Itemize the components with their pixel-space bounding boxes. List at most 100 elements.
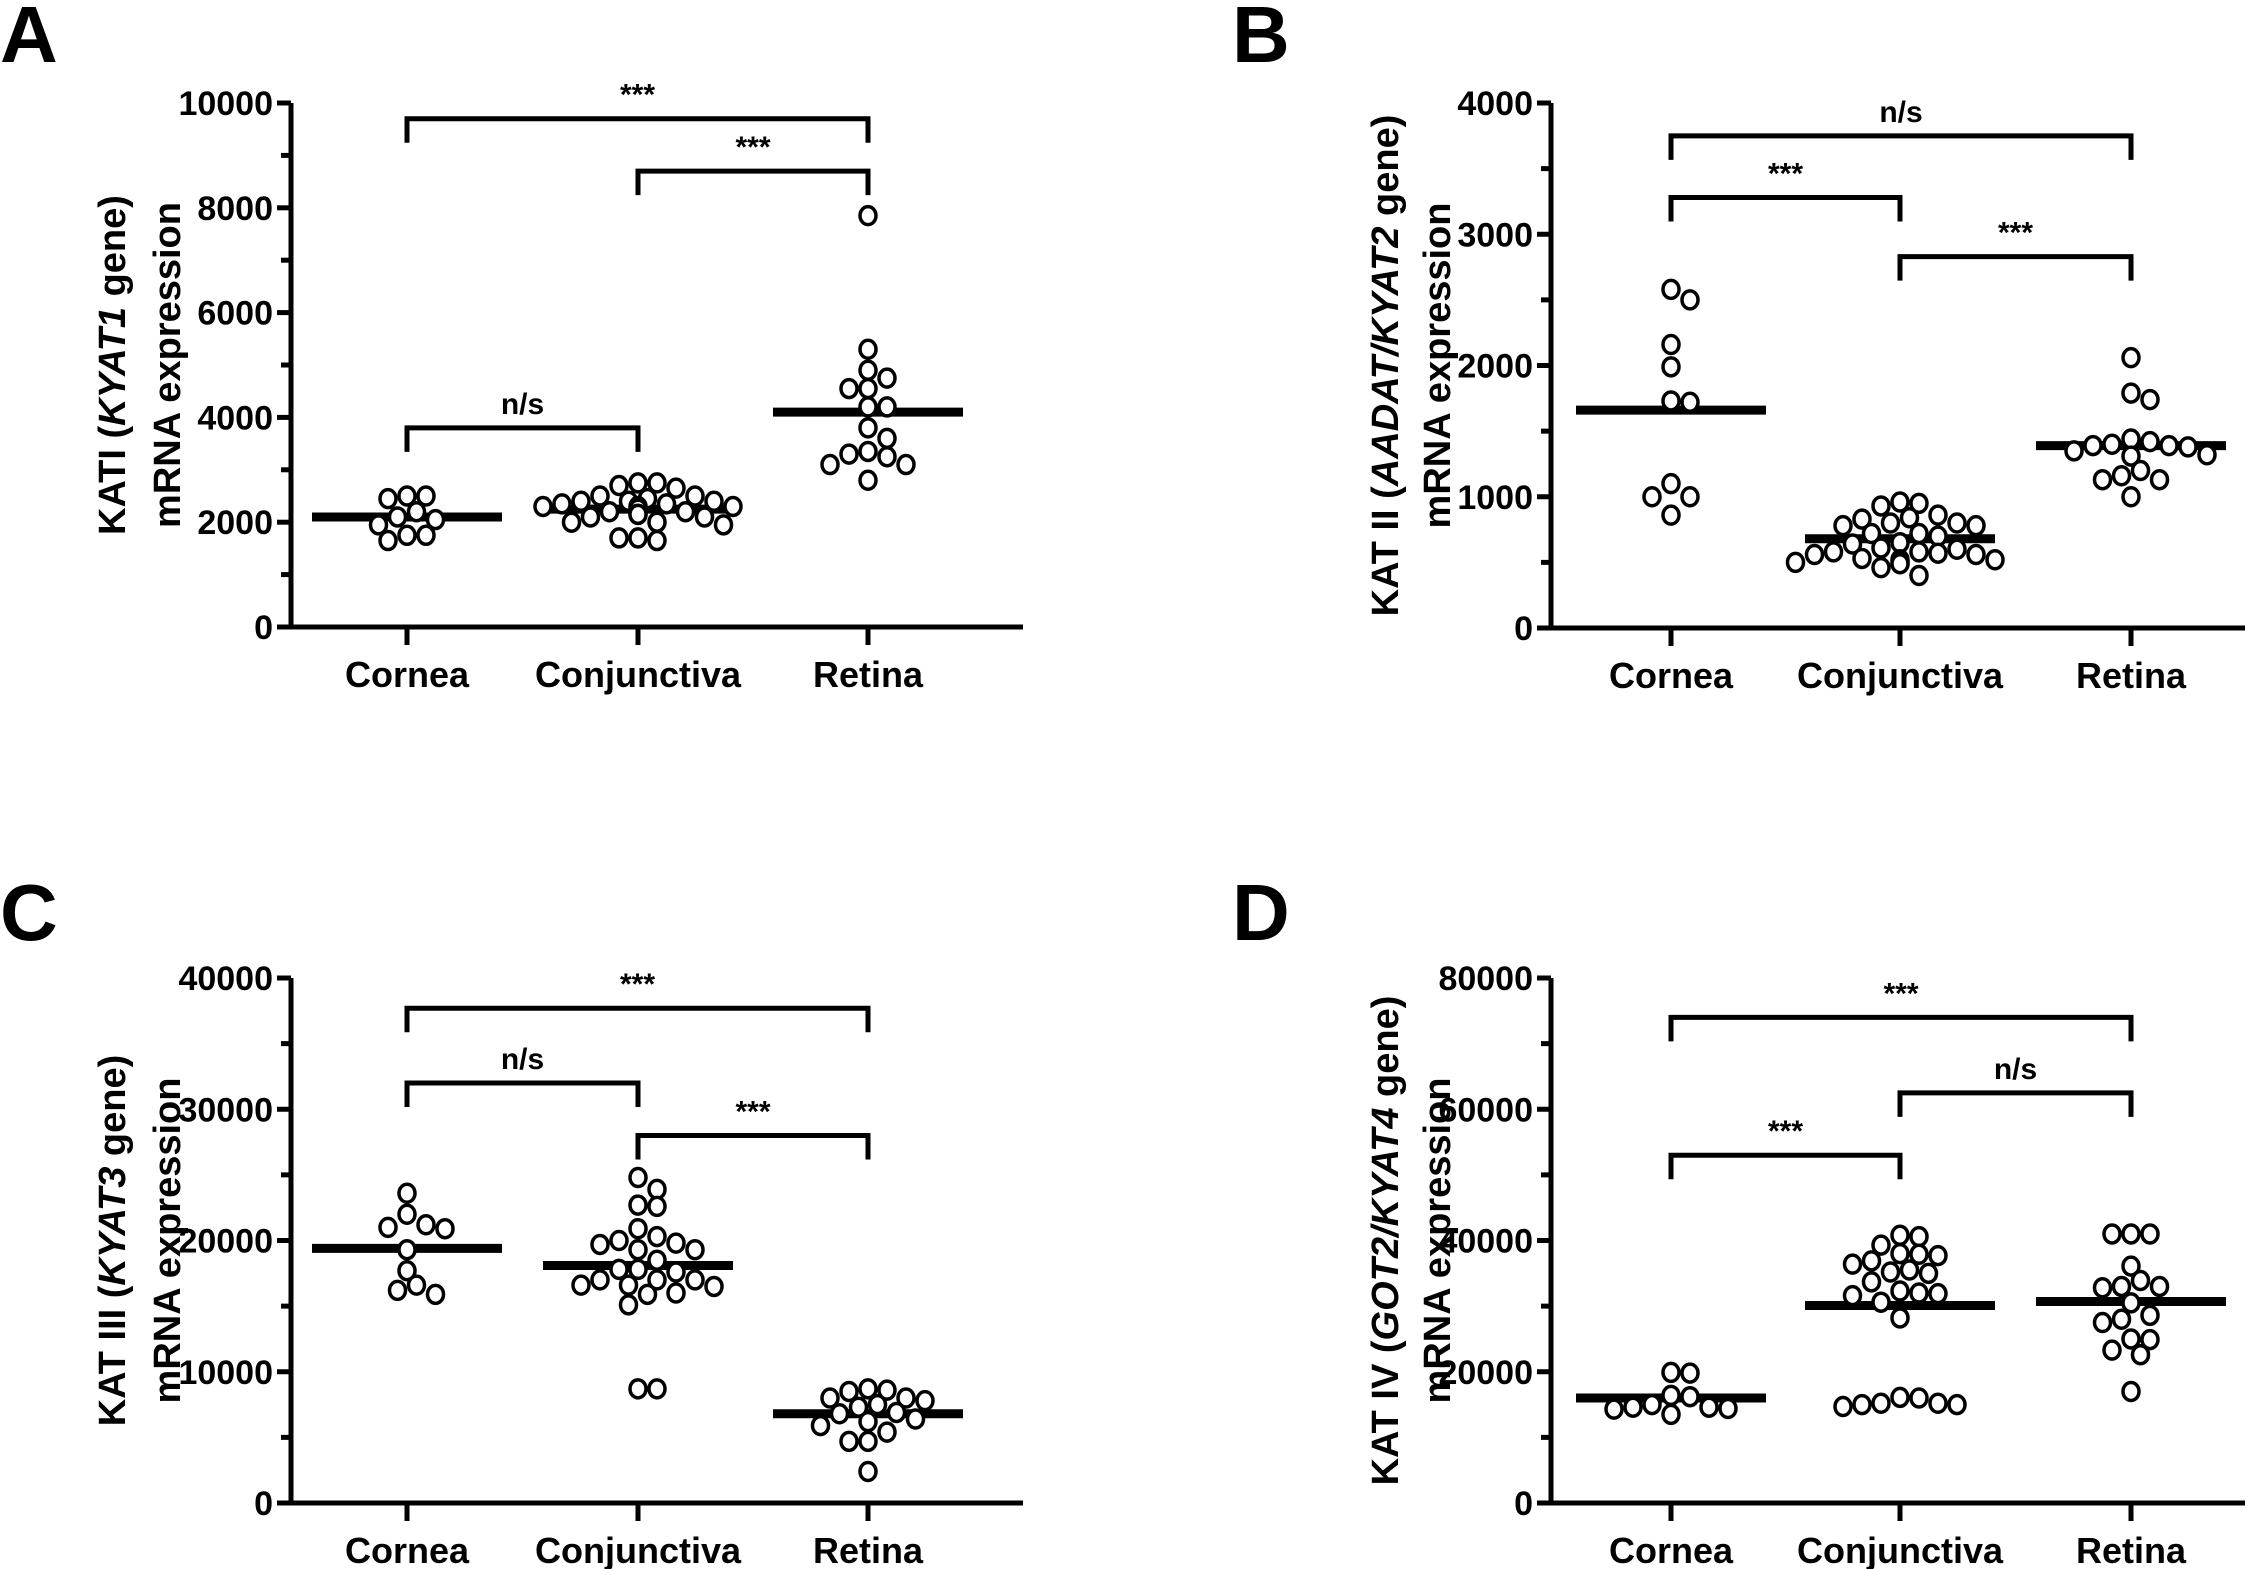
bracket-line [1668,1152,1903,1180]
data-point [2140,1223,2160,1245]
data-point [1699,1396,1719,1418]
data-point [2102,1339,2122,1361]
y-tick-label: 2000 [197,504,273,542]
data-point [609,527,629,549]
significance-bracket: *** [1897,217,2134,281]
data-point [647,1249,667,1271]
data-point [1909,541,1929,563]
series-retina [773,204,963,492]
data-point [647,1195,667,1218]
data-point [2092,1277,2113,1299]
series-conjunctiva [543,1166,733,1400]
x-tick-label: Cornea [1609,1530,1734,1569]
data-point [387,506,408,528]
data-point [2102,433,2122,455]
data-point [1604,1398,1624,1420]
data-point [1642,486,1662,508]
significance-label: *** [1768,1115,1803,1148]
data-point [571,490,591,512]
significance-bracket: *** [635,131,871,196]
data-point [1661,356,1681,378]
data-point [1661,472,1681,495]
data-point [1861,522,1882,545]
significance-bracket: *** [635,1096,871,1160]
data-point [1661,1403,1681,1426]
x-tick-label: Retina [2076,1530,2187,1569]
y-axis-label: KATI (KYAT1 gene) [92,195,134,535]
data-point [2149,468,2170,491]
data-point [1928,542,1948,564]
y-tick-label: 4000 [197,399,273,437]
data-point [1909,1243,1929,1266]
data-point [647,1269,667,1291]
data-point [1928,525,1948,547]
significance-bracket: n/s [404,1043,641,1107]
significance-bracket: *** [1668,977,2134,1042]
data-point [858,1430,878,1453]
data-point [628,503,648,526]
data-point [637,1283,658,1306]
y-tick-label: 0 [1514,610,1533,648]
data-point [675,500,696,523]
data-point [628,1166,648,1189]
data-point [1909,492,1929,515]
data-point [1899,507,1920,529]
data-point [425,1283,446,1306]
data-point [397,1259,417,1282]
data-point [839,1430,859,1453]
data-point [896,1387,916,1409]
bracket-line [404,116,871,143]
x-tick-label: Cornea [1609,655,1734,696]
data-point [877,1421,897,1443]
data-point [2121,1292,2141,1314]
data-point [2121,428,2141,450]
data-point [618,1294,639,1316]
data-point [1871,537,1891,559]
y-tick-label: 1000 [1457,479,1533,517]
y-tick-label: 3000 [1457,216,1533,254]
data-point [2121,1255,2141,1277]
data-point [1928,1282,1948,1305]
y-axis-label-part: gene) [92,1055,134,1167]
data-point [858,1410,878,1433]
series-conjunctiva [1785,491,2005,587]
data-point [1833,1395,1853,1418]
data-point [628,1238,648,1261]
data-point [397,485,417,507]
x-tick-label: Retina [813,654,924,695]
data-point [858,396,878,418]
data-point [905,1408,926,1430]
bracket-line [1668,133,2134,160]
data-point [378,1216,398,1239]
data-point [1852,547,1872,570]
data-point [628,527,648,549]
bracket-line [1668,195,1903,222]
y-axis-label: KAT IV (GOT2/KYAT4 gene) [1365,996,1407,1486]
data-point [1928,1392,1948,1414]
series-conjunctiva [1805,1224,1995,1418]
data-point [1852,1393,1872,1416]
data-point [820,1387,840,1409]
data-point [2111,1308,2132,1330]
x-tick-label: Cornea [345,1530,470,1569]
data-point [1890,1386,1910,1409]
data-point [685,1269,705,1291]
y-tick-label: 40000 [178,960,273,998]
bracket-line [635,1133,871,1160]
series-retina [2036,1223,2226,1403]
data-point [1947,512,1967,534]
y-axis-label: KAT III (KYAT3 gene) [92,1055,134,1427]
data-point [1909,564,1929,587]
data-point [628,1217,648,1240]
x-tick-label: Cornea [345,654,470,695]
data-point [1804,543,1825,566]
data-point [1966,514,1986,537]
significance-bracket: *** [404,968,871,1033]
data-point [1909,522,1929,545]
data-point [2159,434,2179,457]
data-point [1890,1242,1910,1265]
bracket-line [1897,254,2134,281]
data-point [387,1279,408,1302]
y-tick-label: 2000 [1457,348,1533,386]
panel-letter: B [1232,0,1290,79]
